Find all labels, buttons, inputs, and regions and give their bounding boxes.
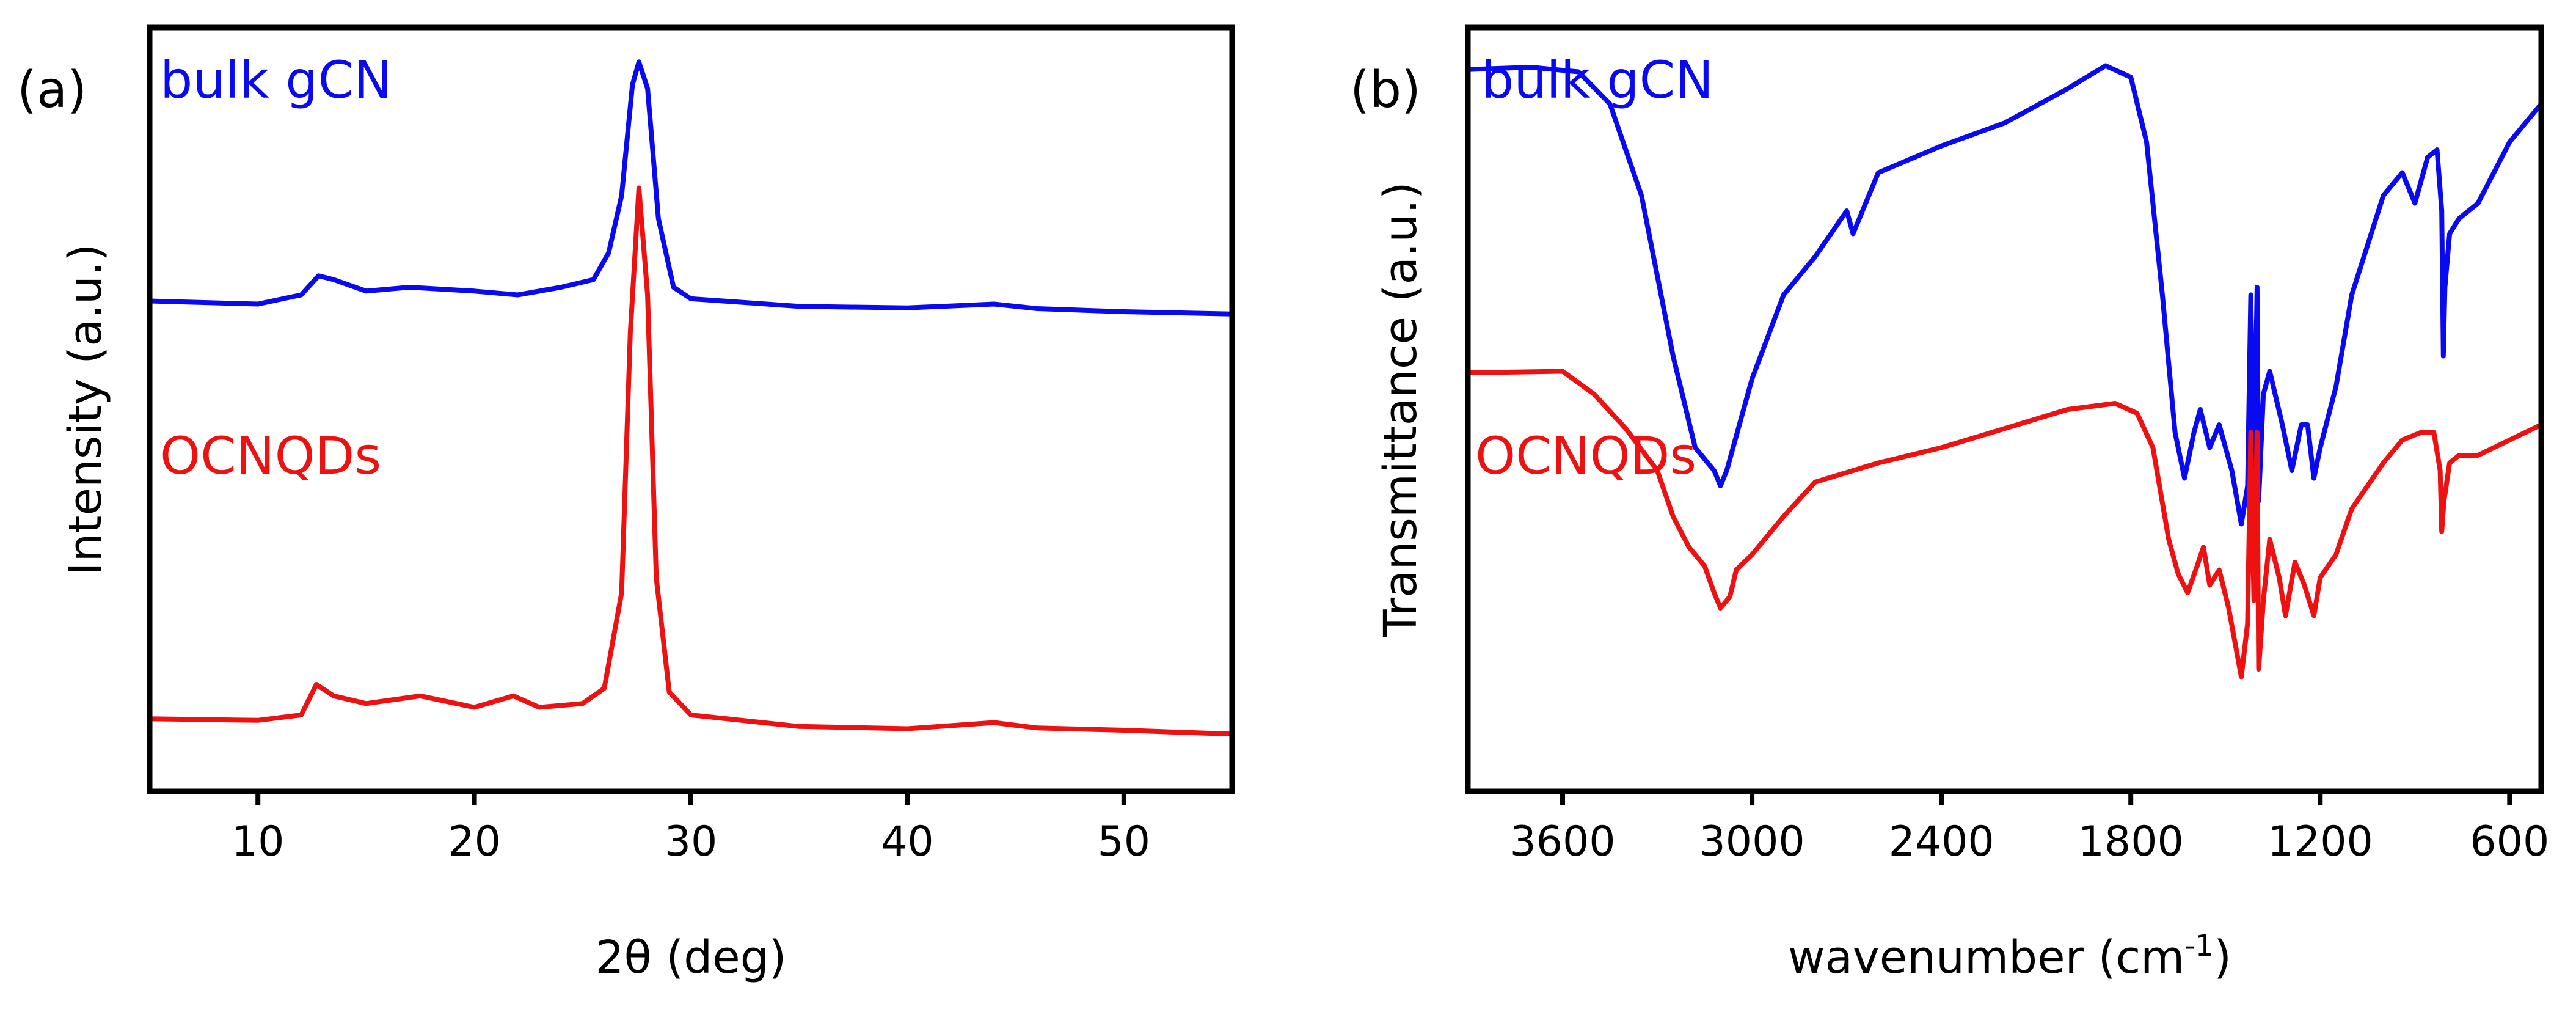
panel-b-label: (b)	[1350, 61, 1421, 119]
panel-b-y-axis-label: Transmittance (a.u.)	[1374, 182, 1427, 637]
panel-b-x-axis-label: wavenumber (cm-1)	[1788, 929, 2231, 984]
panel-b-x-tick-label: 3000	[1699, 818, 1805, 866]
panel-a-x-tick-label: 30	[665, 818, 718, 866]
panel-b-series-line-ocnqds	[1465, 369, 2544, 680]
panel-a-y-axis-label: Intensity (a.u.)	[59, 244, 112, 576]
panel-b-traces	[1465, 63, 2544, 680]
panel-a-x-tick-label: 40	[881, 818, 934, 866]
panel-b-x-tick-label: 600	[2470, 818, 2549, 866]
panel-a-label: (a)	[17, 61, 87, 119]
panel-b-x-tick-label: 2400	[1889, 818, 1994, 866]
panel-a-x-axis-label: 2θ (deg)	[595, 931, 786, 984]
panel-b-plot-frame	[1465, 24, 2544, 794]
panel-a-x-tick-label: 50	[1098, 818, 1151, 866]
panel-b-series-label-ocnqds: OCNQDs	[1475, 426, 1696, 486]
panel-b-series-line-bulk-gcn	[1465, 63, 2544, 527]
panel-a-traces	[147, 59, 1235, 737]
panel-b-x-tick-label: 1800	[2078, 818, 2184, 866]
panel-b-x-axis: 3600 3000 2400 1800 1200 600	[1509, 791, 2549, 866]
panel-a-x-tick-label: 20	[448, 818, 501, 866]
panel-a-x-tick-label: 10	[232, 818, 285, 866]
panel-b-x-tick-label: 1200	[2268, 818, 2373, 866]
panel-a-x-axis: 10 20 30 40 50	[232, 791, 1150, 866]
panel-a-series-line-ocnqds	[147, 185, 1235, 737]
panel-a-series-label-ocnqds: OCNQDs	[160, 426, 381, 486]
panel-a-plot-frame	[147, 24, 1235, 794]
panel-b-series-label-bulk-gcn: bulk gCN	[1481, 50, 1713, 110]
panel-b-x-tick-label: 3600	[1509, 818, 1615, 866]
panel-a-xrd: (a) 10 20 30 40 50 bulk gCN OCNQDs 2θ (deg) …	[17, 24, 1235, 984]
panel-b-ftir: (b) 3600 3000 2400 1800 1200 600 bulk gCN OCN…	[1350, 24, 2549, 984]
panel-a-series-label-bulk-gcn: bulk gCN	[160, 50, 392, 110]
panel-a-series-line-bulk-gcn	[147, 59, 1235, 317]
